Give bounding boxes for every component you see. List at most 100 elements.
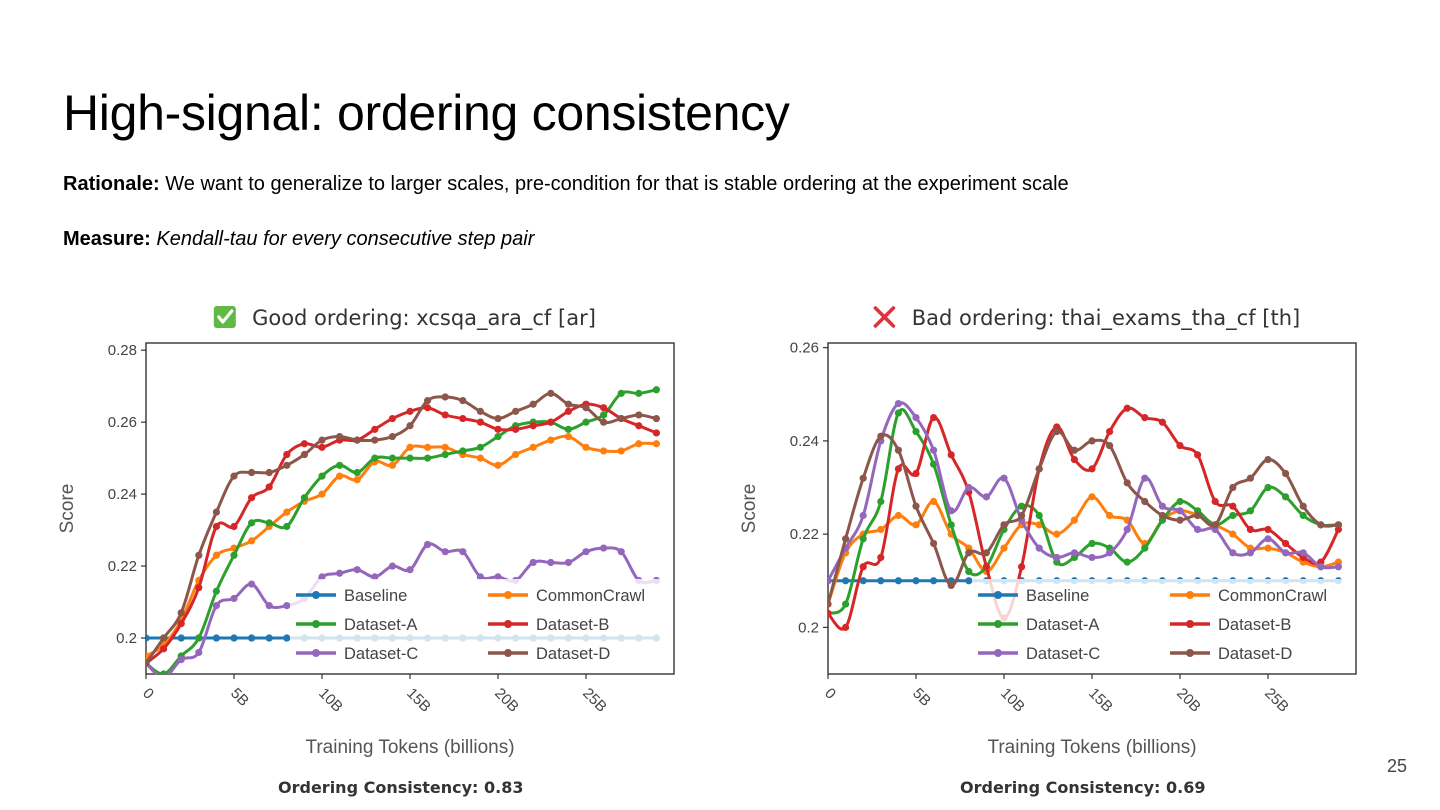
data-point [353,476,361,484]
data-point [547,558,555,567]
data-point [336,569,344,577]
data-point [1141,413,1149,422]
data-point [1000,521,1008,529]
rationale-text: We want to generalize to larger scales, … [159,173,1069,195]
data-point [1317,563,1325,571]
data-point [842,535,850,543]
data-point [177,634,185,642]
data-point [248,634,256,642]
data-point [652,429,661,437]
data-point [476,443,484,451]
data-point [441,450,449,459]
data-point [947,581,955,590]
data-point [476,418,484,426]
data-point [1246,474,1254,482]
data-point [494,432,502,441]
data-point [965,549,973,557]
data-point [982,493,990,501]
data-point [177,656,185,664]
data-point [965,483,973,492]
data-point [965,577,973,585]
data-point [212,508,220,516]
data-point [230,634,238,642]
data-point [1123,479,1131,487]
legend: Baseline CommonCrawl Dataset-A Dataset-B Dat… [972,579,1352,667]
data-point [371,573,379,581]
data-point [353,468,361,477]
data-point [336,432,344,441]
data-point [1035,511,1043,520]
data-point [248,468,256,477]
data-point [859,535,867,543]
x-tick-label: 20B [1173,685,1204,716]
y-tick-label: 0.22 [790,526,819,543]
data-point [1229,530,1237,538]
data-point [318,472,326,480]
chart-svg: Bad ordering: thai_exams_tha_cf [th] 0.2 0… [739,306,1357,758]
data-point [300,450,308,459]
data-point [1141,544,1149,552]
data-point [1088,437,1096,445]
data-point [635,440,643,448]
red-cross-icon [873,306,896,328]
data-point [160,670,168,674]
data-point [160,645,168,653]
data-point [529,558,537,567]
data-point [195,634,203,642]
legend-entry: Dataset-D [1170,645,1292,663]
data-point [195,551,203,559]
data-point [300,440,308,448]
series-dataset-d [146,389,661,667]
data-point [388,414,396,423]
legend-entry: Dataset-C [978,645,1100,663]
data-point [318,573,326,581]
data-point [617,389,625,397]
data-point [1053,530,1061,538]
data-point [1317,521,1325,529]
data-point [265,634,273,642]
data-point [459,414,467,423]
x-tick-label: 25B [579,685,610,716]
data-point [195,648,203,657]
legend-entry: Dataset-A [296,616,417,634]
data-point [336,461,344,469]
data-point [930,577,938,585]
rationale-label: Rationale: [63,173,160,195]
data-point [842,623,850,631]
data-point [1158,511,1166,520]
data-point [1229,549,1237,557]
chart-title-group: Good ordering: xcsqa_ara_cf [ar] [213,306,596,331]
data-point [894,577,902,585]
data-point [947,521,955,529]
data-point [635,411,643,419]
data-point [635,422,643,430]
data-point [388,562,396,570]
data-point [230,594,238,603]
data-point [930,497,938,506]
data-point [318,443,326,451]
data-point [529,400,537,408]
data-point [283,450,291,459]
data-point [212,551,220,559]
data-point [476,454,484,462]
measure-text: Kendall-tau for every consecutive step p… [156,228,535,250]
data-point [1176,441,1184,450]
data-point [652,386,661,394]
data-point [582,443,590,451]
data-point [877,525,885,534]
data-point [476,407,484,415]
data-point [248,537,256,545]
data-point [1088,539,1096,548]
legend-label: Dataset-B [536,616,609,634]
data-point [617,447,625,455]
data-point [1106,511,1114,520]
data-point [1070,446,1078,454]
data-point [283,508,291,516]
series-dataset-d [828,427,1342,608]
series-dataset-a [146,386,661,674]
data-point [1229,483,1237,492]
ordering-consistency-right: Ordering Consistency: 0.69 [960,778,1206,797]
data-point [441,393,449,401]
data-point [1229,502,1237,510]
data-point [1194,525,1202,534]
